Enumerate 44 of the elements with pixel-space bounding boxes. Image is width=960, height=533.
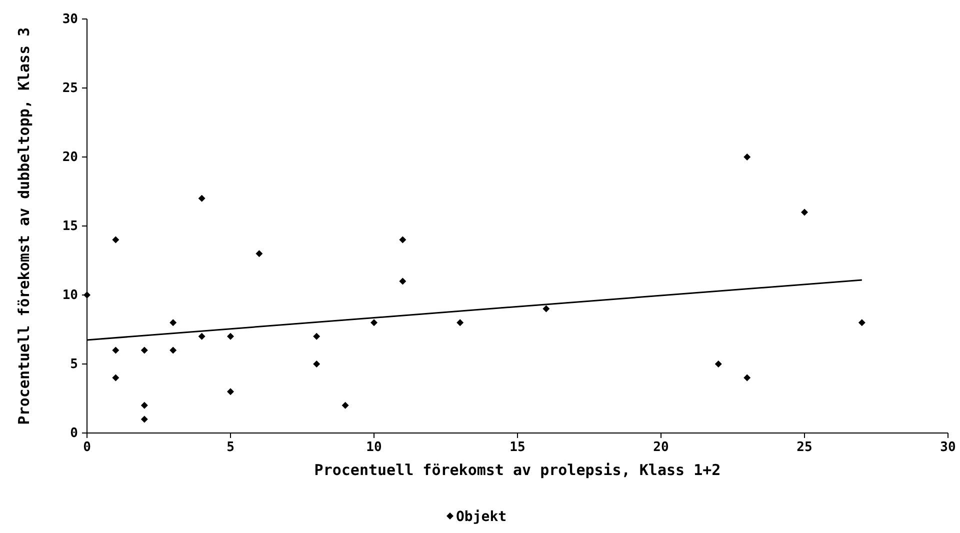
x-tick-label: 10 bbox=[366, 440, 382, 455]
point bbox=[198, 332, 206, 340]
point bbox=[140, 402, 148, 409]
point bbox=[227, 332, 234, 340]
point bbox=[858, 319, 866, 326]
point bbox=[140, 416, 148, 423]
point bbox=[370, 319, 378, 326]
point bbox=[342, 402, 349, 409]
point bbox=[399, 278, 406, 285]
point bbox=[112, 346, 120, 354]
point bbox=[744, 154, 751, 160]
y-tick-label: 10 bbox=[62, 288, 78, 303]
y-tick-label: 15 bbox=[62, 219, 78, 234]
point bbox=[744, 374, 751, 382]
point bbox=[140, 346, 148, 354]
point bbox=[313, 332, 320, 340]
point bbox=[170, 346, 177, 354]
x-axis-title: Procentuell förekomst av prolepsis, Klass 1+2 bbox=[314, 461, 721, 479]
point bbox=[112, 374, 120, 382]
point bbox=[256, 250, 263, 258]
point bbox=[456, 319, 464, 326]
x-tick-label: 0 bbox=[83, 440, 92, 455]
legend-label: Objekt bbox=[456, 509, 507, 525]
y-tick-label: 20 bbox=[62, 150, 78, 165]
point bbox=[399, 236, 406, 244]
point bbox=[198, 194, 206, 202]
point bbox=[112, 236, 120, 244]
x-tick-label: 20 bbox=[653, 440, 669, 455]
x-tick-label: 5 bbox=[226, 440, 234, 455]
point bbox=[801, 208, 808, 216]
y-tick-label: 5 bbox=[70, 357, 78, 372]
point bbox=[542, 305, 550, 312]
point bbox=[227, 388, 234, 396]
point bbox=[170, 319, 177, 326]
y-tick-label: 30 bbox=[62, 12, 78, 27]
x-tick-label: 25 bbox=[796, 440, 812, 455]
y-tick-label: 0 bbox=[70, 426, 78, 441]
x-tick-label: 15 bbox=[510, 440, 526, 455]
y-tick-label: 25 bbox=[62, 81, 78, 96]
point bbox=[714, 360, 722, 368]
x-tick-label: 30 bbox=[940, 440, 956, 455]
point bbox=[313, 360, 320, 368]
y-axis-title: Procentuell förekomst av dubbeltopp, Klass 3 bbox=[14, 26, 34, 427]
point bbox=[84, 292, 90, 298]
